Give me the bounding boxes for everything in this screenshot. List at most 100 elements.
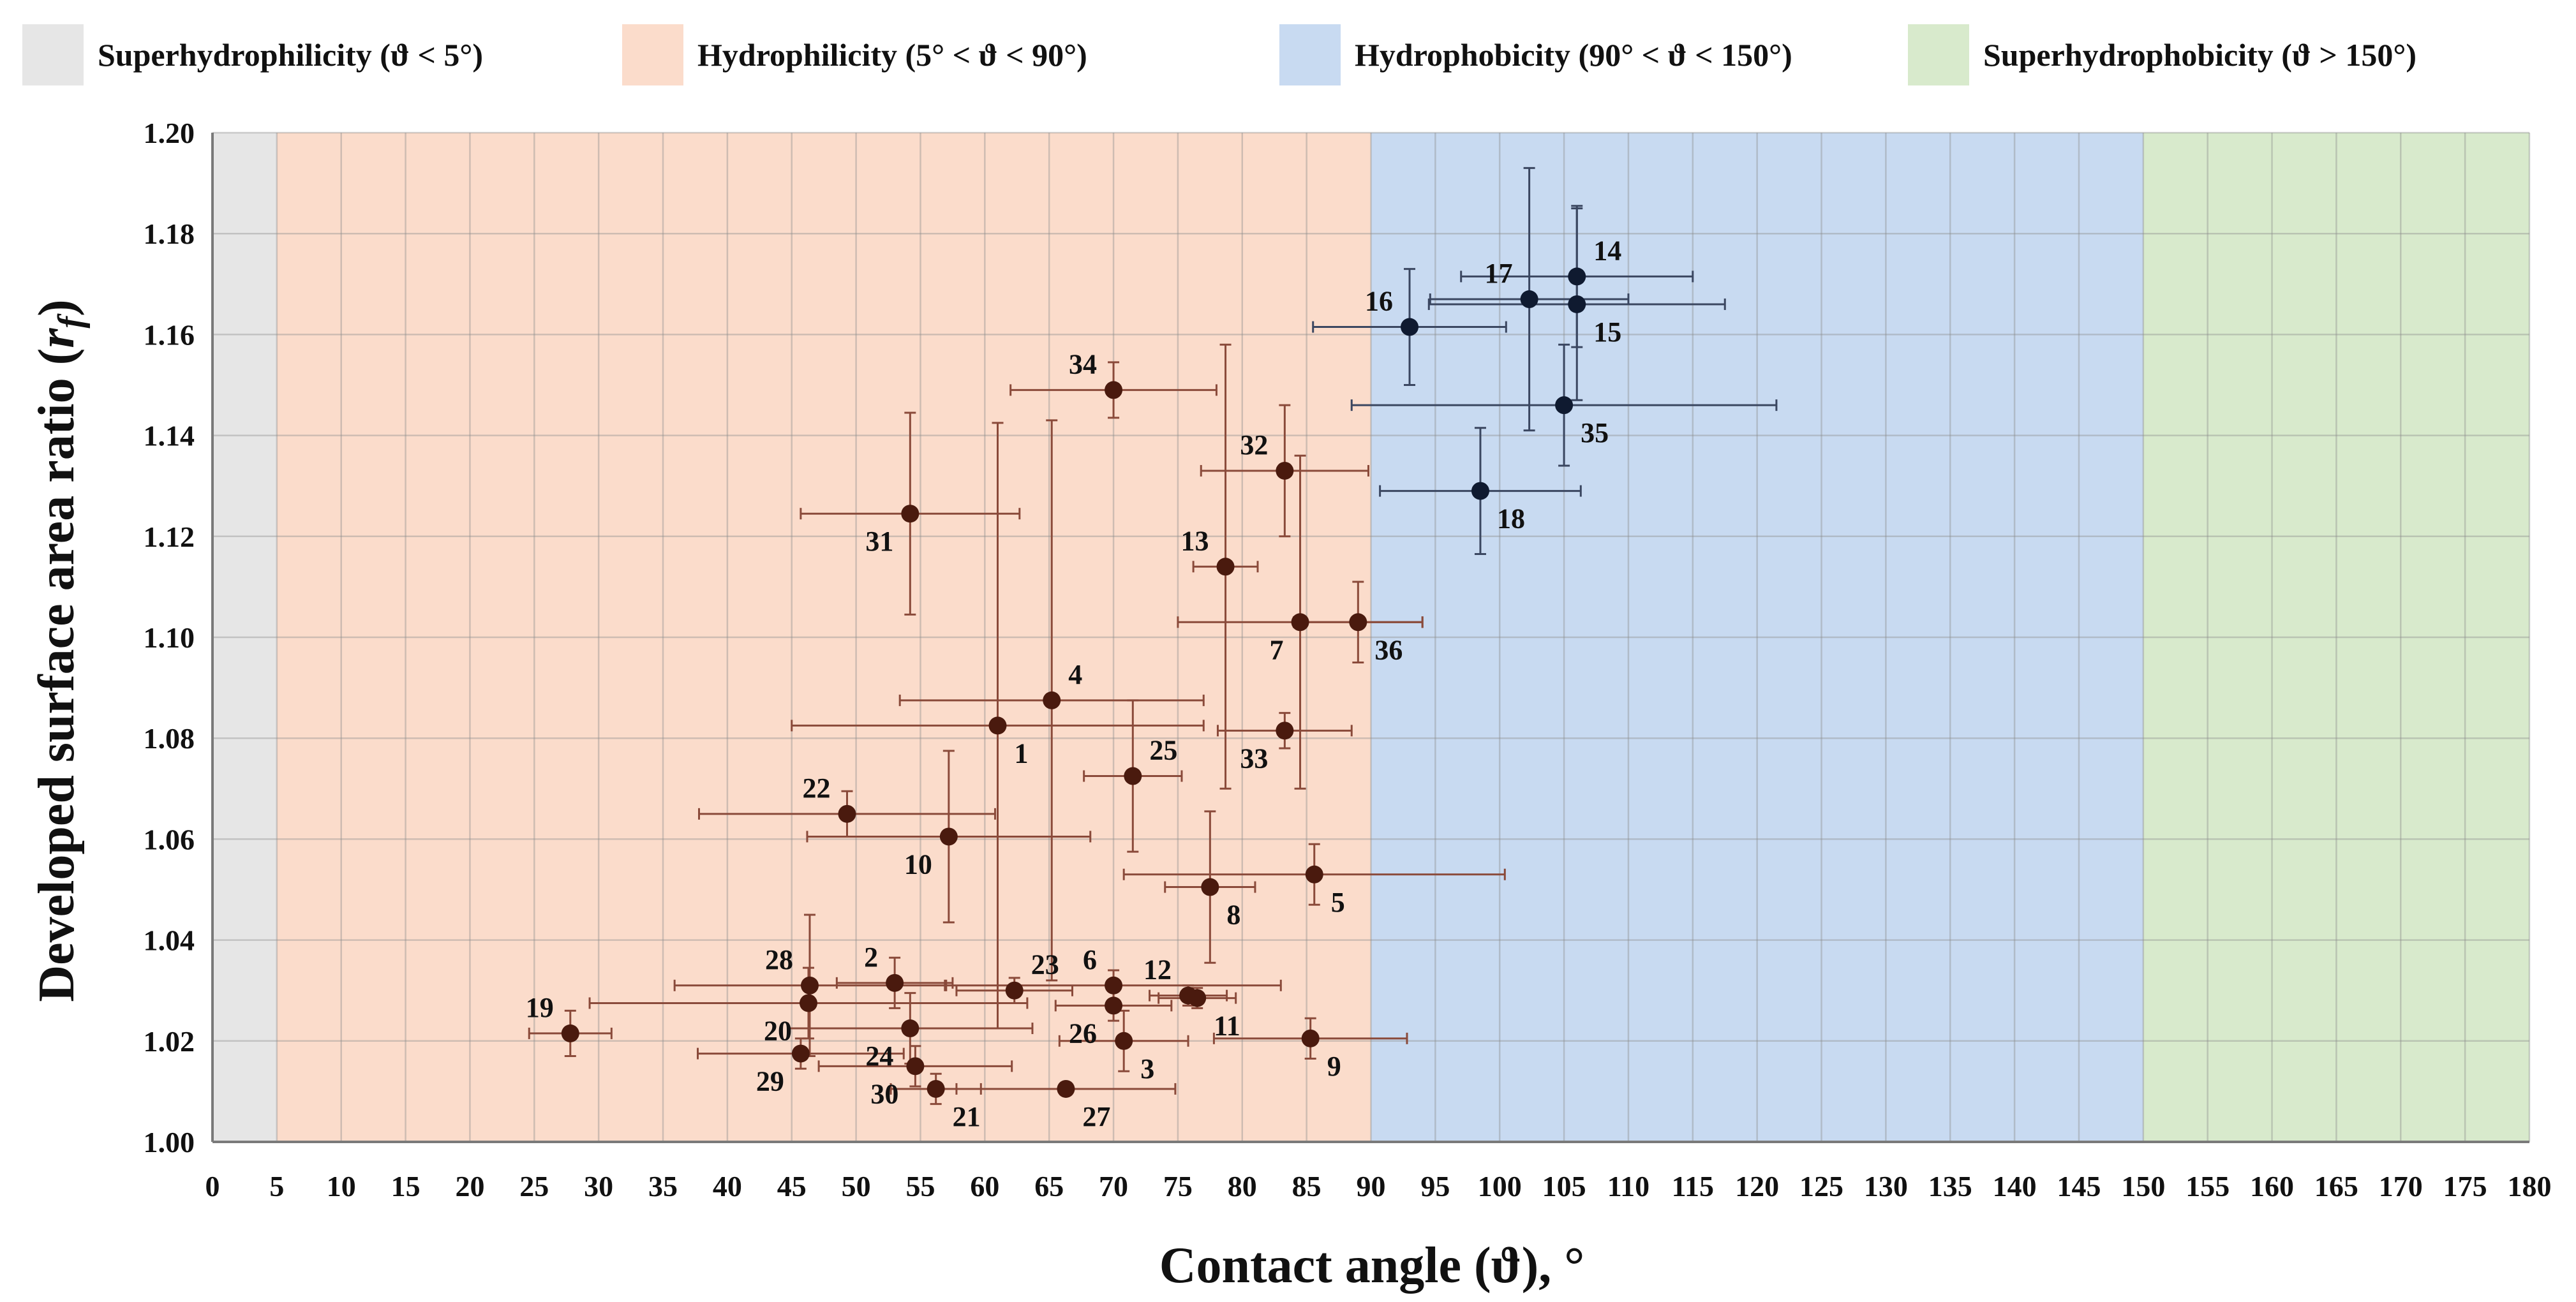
region-bands	[212, 133, 2529, 1142]
data-point-4	[1043, 691, 1061, 709]
x-tick-label: 100	[1478, 1170, 1522, 1202]
data-label-8: 8	[1226, 899, 1240, 931]
data-point-18	[1471, 482, 1489, 500]
y-tick-label: 1.04	[144, 924, 195, 957]
data-label-32: 32	[1240, 429, 1268, 461]
y-tick-label: 1.12	[144, 521, 195, 553]
legend-label-3: Hydrophobicity (90° < ϑ < 150°)	[1355, 37, 1792, 73]
data-point-28	[800, 976, 819, 995]
data-point-24	[901, 1019, 919, 1038]
x-tick-label: 0	[205, 1170, 220, 1202]
data-label-36: 36	[1374, 634, 1403, 665]
data-point-3	[1115, 1032, 1133, 1050]
x-tick-label: 145	[2057, 1170, 2101, 1202]
x-tick-label: 70	[1099, 1170, 1128, 1202]
data-point-15	[1568, 295, 1586, 313]
data-label-28: 28	[765, 944, 793, 975]
x-tick-label: 60	[970, 1170, 999, 1202]
data-point-35	[1555, 396, 1574, 415]
data-label-10: 10	[904, 848, 932, 880]
y-axis-title-var: r	[29, 328, 85, 348]
data-label-7: 7	[1270, 634, 1284, 665]
x-tick-label: 5	[269, 1170, 284, 1202]
data-label-11: 11	[1214, 1010, 1240, 1042]
x-tick-label: 75	[1163, 1170, 1193, 1202]
y-tick-label: 1.02	[144, 1025, 195, 1058]
data-label-13: 13	[1181, 525, 1209, 556]
data-point-21	[927, 1079, 945, 1098]
data-label-14: 14	[1593, 235, 1621, 266]
x-tick-label: 95	[1420, 1170, 1450, 1202]
x-tick-label: 170	[2379, 1170, 2423, 1202]
data-point-5	[1305, 865, 1323, 884]
x-tick-labels: 0 5 10 15 20 25 30 35 40 45 50 55 60 65 70 75 80 85 90 95 10…	[205, 1170, 2552, 1202]
x-tick-label: 130	[1864, 1170, 1908, 1202]
data-label-1: 1	[1015, 737, 1029, 769]
x-tick-label: 35	[648, 1170, 678, 1202]
data-label-9: 9	[1327, 1051, 1341, 1082]
data-label-21: 21	[953, 1101, 981, 1132]
data-label-2: 2	[864, 942, 878, 973]
x-tick-label: 90	[1357, 1170, 1386, 1202]
data-point-6	[1105, 976, 1123, 995]
legend-swatch-2	[622, 24, 683, 85]
y-tick-label: 1.06	[144, 823, 195, 855]
data-label-29: 29	[756, 1066, 784, 1097]
x-tick-label: 40	[713, 1170, 742, 1202]
data-label-31: 31	[865, 526, 893, 557]
data-point-14	[1568, 267, 1586, 286]
x-tick-label: 140	[1993, 1170, 2037, 1202]
data-point-7	[1291, 613, 1309, 632]
data-point-30	[906, 1057, 925, 1076]
region-band-1	[212, 133, 277, 1142]
data-point-31	[901, 505, 919, 523]
data-label-20: 20	[764, 1015, 792, 1046]
data-point-2	[886, 973, 904, 992]
x-tick-label: 50	[842, 1170, 871, 1202]
x-tick-label: 150	[2121, 1170, 2165, 1202]
data-label-26: 26	[1069, 1017, 1097, 1049]
data-label-3: 3	[1140, 1053, 1154, 1084]
data-label-4: 4	[1068, 659, 1082, 690]
x-tick-label: 110	[1607, 1170, 1649, 1202]
data-label-33: 33	[1240, 743, 1268, 774]
legend-swatch-1	[22, 24, 84, 85]
data-label-24: 24	[865, 1040, 893, 1072]
axes	[211, 133, 2529, 1143]
x-tick-label: 175	[2443, 1170, 2487, 1202]
x-tick-label: 15	[391, 1170, 421, 1202]
data-label-23: 23	[1031, 949, 1059, 980]
x-tick-label: 85	[1292, 1170, 1322, 1202]
data-label-19: 19	[526, 992, 554, 1023]
region-band-4	[2143, 133, 2529, 1142]
x-tick-label: 20	[455, 1170, 484, 1202]
data-point-19	[561, 1024, 579, 1042]
data-point-34	[1105, 381, 1123, 399]
point-labels: 1234567891011121314151617181920212223242…	[526, 235, 1621, 1132]
legend-swatch-3	[1279, 24, 1341, 85]
x-tick-label: 165	[2314, 1170, 2358, 1202]
data-label-6: 6	[1083, 944, 1097, 975]
region-band-2	[276, 133, 1371, 1142]
x-tick-label: 65	[1034, 1170, 1064, 1202]
data-label-35: 35	[1581, 417, 1609, 448]
y-tick-label: 1.00	[144, 1126, 195, 1158]
x-tick-label: 120	[1735, 1170, 1779, 1202]
y-tick-label: 1.10	[144, 621, 195, 654]
data-label-34: 34	[1069, 348, 1097, 380]
data-point-17	[1520, 290, 1538, 309]
data-point-8	[1201, 878, 1219, 896]
data-point-26	[1105, 996, 1123, 1015]
data-label-27: 27	[1082, 1101, 1110, 1132]
data-point-36	[1349, 613, 1367, 632]
x-tick-label: 55	[905, 1170, 935, 1202]
data-point-33	[1276, 721, 1294, 740]
data-point-12	[1179, 986, 1198, 1005]
x-tick-label: 105	[1542, 1170, 1586, 1202]
x-tick-label: 25	[519, 1170, 549, 1202]
data-point-10	[939, 827, 958, 846]
region-band-3	[1371, 133, 2143, 1142]
data-label-16: 16	[1365, 286, 1393, 317]
legend-label-4: Superhydrophobicity (ϑ > 150°)	[1983, 37, 2416, 73]
